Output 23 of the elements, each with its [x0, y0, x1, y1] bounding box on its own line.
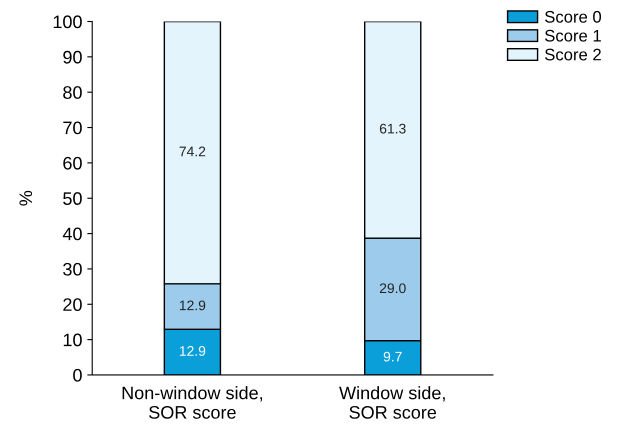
y-tick-label: 30 [63, 262, 82, 276]
data-label: 74.2 [180, 146, 206, 156]
data-label: 12.9 [180, 346, 206, 356]
y-tick-label: 50 [63, 192, 82, 205]
legend-label: Score 2 [545, 48, 601, 60]
y-axis-title: % [19, 190, 32, 206]
y-tick-label: 70 [63, 121, 82, 134]
data-label: 29.0 [380, 283, 406, 294]
y-tick-label: 100 [54, 15, 82, 28]
legend-label: Score 0 [545, 10, 602, 23]
y-tick-label: 20 [63, 298, 82, 311]
y-tick-label: 10 [64, 334, 82, 346]
data-label: 12.9 [180, 300, 206, 310]
x-tick-label: Window side, SOR score [339, 386, 445, 419]
y-tick-label: 90 [63, 50, 82, 64]
y-tick-label: 80 [63, 86, 82, 99]
y-tick-label: 0 [73, 368, 82, 382]
y-tick-label: 40 [62, 228, 82, 240]
legend-label: Score 1 [545, 30, 601, 42]
data-label: 61.3 [380, 124, 406, 134]
data-label: 9.7 [384, 352, 402, 362]
y-tick-label: 60 [63, 156, 82, 170]
x-tick-label: Non-window side, SOR score [122, 386, 262, 419]
